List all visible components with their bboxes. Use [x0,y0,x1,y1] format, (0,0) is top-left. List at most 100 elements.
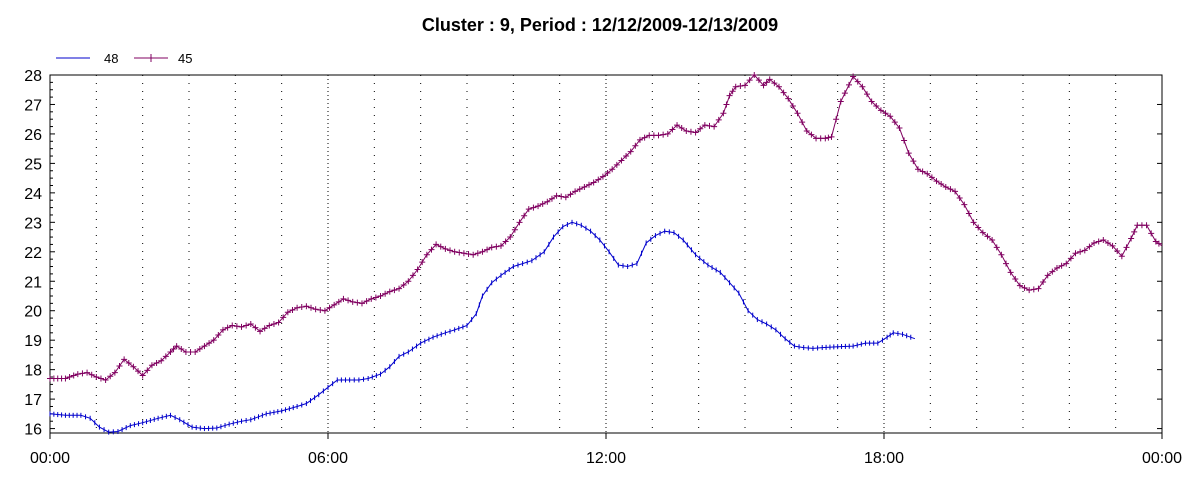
series-markers-45 [47,72,1162,383]
data-point [975,224,982,231]
data-point [742,82,748,89]
data-point [715,116,722,123]
data-point [1143,222,1150,229]
data-point [289,306,296,313]
data-point [1007,269,1014,276]
data-point [1086,243,1093,250]
data-point [247,320,254,327]
data-point [1104,239,1111,246]
data-point [70,372,77,379]
data-point [153,360,160,367]
data-point [1016,282,1023,289]
data-point [340,295,347,302]
data-point [993,244,1000,251]
y-tick-label: 18 [24,363,42,380]
data-point [766,76,773,83]
data-point [349,298,356,305]
data-point [1053,264,1060,271]
data-point [613,161,620,168]
data-point [238,323,245,330]
data-point [354,299,361,306]
data-point [144,367,151,374]
data-point [825,134,832,141]
data-point [270,320,277,327]
data-point [720,110,727,117]
data-point [567,191,574,198]
data-point [952,188,959,195]
y-tick-label: 19 [24,333,42,350]
data-point [298,304,305,311]
y-tick-label: 22 [24,245,42,262]
data-point [382,290,389,297]
data-point [1114,248,1121,255]
data-point [737,83,744,90]
data-point [683,127,690,134]
data-point [562,194,569,201]
data-point [219,326,226,333]
data-point [711,123,718,130]
data-point [910,158,917,165]
data-point [516,219,523,226]
data-point [368,295,375,302]
data-point [173,343,180,350]
data-point [859,83,866,90]
data-point [139,372,146,379]
data-point [864,91,871,98]
data-point [521,212,528,219]
data-point [93,374,100,381]
y-tick-label: 21 [24,274,42,291]
data-point [229,322,236,329]
data-point [121,356,128,363]
data-point [755,77,762,84]
data-point [419,259,426,266]
data-point [604,169,611,176]
data-point [130,363,137,370]
data-point [1058,262,1065,269]
grid [95,75,1117,433]
data-point [989,237,996,244]
data-point [79,370,86,377]
data-point [84,369,91,376]
data-point [1081,247,1088,254]
data-point [1100,237,1107,244]
data-point [1118,253,1125,260]
data-point [148,362,155,369]
data-point [535,203,542,210]
data-point [433,241,440,248]
data-point [423,251,430,258]
data-point [979,229,986,236]
data-point [789,102,796,109]
data-point [437,243,444,250]
data-point [808,131,815,138]
data-point [158,357,165,364]
data-point [451,248,458,255]
data-point [984,233,991,240]
data-point [1123,244,1130,251]
data-point [502,238,509,245]
data-point [312,306,319,313]
data-point [1095,238,1102,245]
data-point [841,90,848,97]
data-point [706,122,713,129]
data-point [335,298,342,305]
data-point [775,83,782,90]
data-point [456,249,463,256]
data-point [74,371,81,378]
data-point [822,135,829,142]
data-point [664,130,671,137]
data-point [760,82,767,89]
data-point [442,245,449,252]
data-point [1128,235,1135,242]
data-point [771,80,778,87]
data-point [928,174,935,181]
data-point [1109,242,1116,249]
legend-label-48: 48 [104,51,118,66]
data-point [868,98,875,105]
data-point [206,340,213,347]
data-point [998,251,1005,258]
data-point [88,371,95,378]
data-point [590,179,597,186]
data-point [961,201,968,208]
data-point [493,243,500,250]
